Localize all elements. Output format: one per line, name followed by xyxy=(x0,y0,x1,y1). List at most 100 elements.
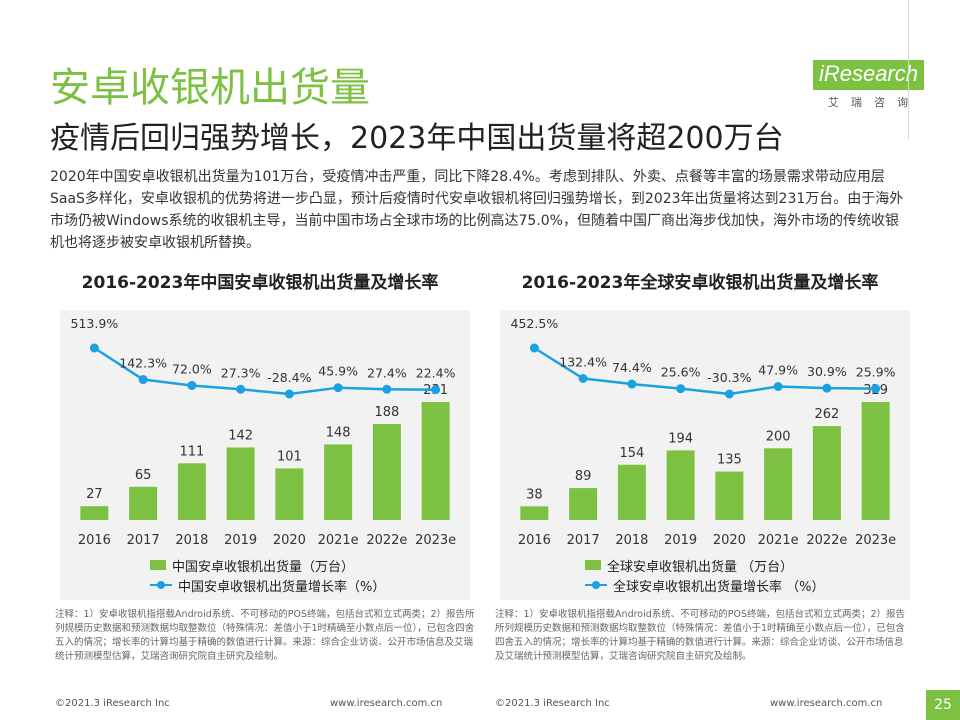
bar-2018 xyxy=(177,463,206,520)
logo-subtext: 艾瑞咨询 xyxy=(828,96,920,109)
legend-swatch-bar xyxy=(150,560,166,570)
x-tick-label: 2020 xyxy=(273,533,306,548)
growth-value-label: 27.4% xyxy=(367,365,407,380)
growth-point-2022e xyxy=(382,384,392,394)
bar-value-label: 135 xyxy=(717,453,742,468)
x-tick-label: 2022e xyxy=(366,533,407,548)
growth-point-2021e xyxy=(773,382,783,392)
legend-label-line: 全球安卓收银机出货量增长率 （%） xyxy=(613,579,825,595)
growth-value-label: 72.0% xyxy=(172,361,212,376)
legend-item-bar: 全球安卓收银机出货量 （万台） xyxy=(585,555,825,575)
growth-value-label: 74.4% xyxy=(612,360,652,375)
note-china: 注释：1）安卓收银机指搭载Android系统、不可移动的POS终端，包括台式和立… xyxy=(55,609,475,662)
summary-paragraph: 2020年中国安卓收银机出货量为101万台，受疫情冲击严重，同比下降28.4%。… xyxy=(50,169,904,251)
chart-title-global: 2016-2023年全球安卓收银机出货量及增长率 xyxy=(521,273,879,293)
bar-2020 xyxy=(275,468,304,520)
legend-item-bar: 中国安卓收银机出货量（万台） xyxy=(150,555,385,575)
bar-value-label: 194 xyxy=(668,431,693,446)
legend-swatch-bar xyxy=(585,560,601,570)
legend-swatch-line xyxy=(150,580,172,590)
footer-copyright-left: ©2021.3 iResearch Inc xyxy=(55,698,170,709)
bar-2022e xyxy=(812,426,841,520)
growth-value-label: 25.6% xyxy=(661,365,701,380)
growth-point-2016 xyxy=(89,343,99,353)
growth-value-label: 452.5% xyxy=(511,316,559,331)
legend-china: 中国安卓收银机出货量（万台） 中国安卓收银机出货量增长率（%） xyxy=(150,555,385,595)
bar-value-label: 142 xyxy=(228,428,253,443)
chart-svg-china: 27 2016 65 2017 111 2018 142 2019 101 2020 148 2021… xyxy=(71,316,457,548)
page-number: 25 xyxy=(926,690,960,720)
growth-point-2019 xyxy=(676,384,686,394)
growth-point-2021e xyxy=(333,383,343,393)
note-global: 注释：1）安卓收银机指搭载Android系统、不可移动的POS终端，包括台式和立… xyxy=(495,609,906,662)
bar-2019 xyxy=(666,450,695,520)
x-tick-label: 2016 xyxy=(518,533,551,548)
growth-value-label: -30.3% xyxy=(707,370,751,385)
bar-value-label: 111 xyxy=(179,444,204,459)
x-tick-label: 2018 xyxy=(615,533,648,548)
x-tick-label: 2020 xyxy=(713,533,746,548)
growth-point-2016 xyxy=(529,343,539,353)
growth-point-2018 xyxy=(187,380,197,390)
growth-value-label: 22.4% xyxy=(416,366,456,381)
bar-2017 xyxy=(129,486,158,520)
bar-value-label: 89 xyxy=(575,469,592,484)
growth-point-2023e xyxy=(431,385,441,395)
divider-line xyxy=(908,0,909,140)
growth-point-2020 xyxy=(724,389,734,399)
x-tick-label: 2017 xyxy=(127,533,160,548)
chart-panel-china: 27 2016 65 2017 111 2018 142 2019 101 2020 148 2021… xyxy=(60,310,470,600)
legend-label-bar: 全球安卓收银机出货量 （万台） xyxy=(607,559,794,575)
growth-point-2017 xyxy=(578,373,588,383)
growth-line xyxy=(93,346,436,396)
growth-value-label: 142.3% xyxy=(119,356,167,371)
chart-svg-global: 38 2016 89 2017 154 2018 194 2019 135 2020 200 2021… xyxy=(511,316,897,548)
x-tick-label: 2023e xyxy=(415,533,456,548)
bar-2023e xyxy=(421,402,450,520)
bar-value-label: 154 xyxy=(619,446,644,461)
bar-2017 xyxy=(569,488,598,520)
growth-value-label: 30.9% xyxy=(807,364,847,379)
growth-value-label: 47.9% xyxy=(758,363,798,378)
logo-text: iResearch xyxy=(812,60,924,90)
growth-value-label: 27.3% xyxy=(221,365,261,380)
page-subtitle: 疫情后回归强势增长，2023年中国出货量将超200万台 xyxy=(50,121,784,156)
bar-value-label: 262 xyxy=(814,407,839,422)
legend-item-line: 全球安卓收银机出货量增长率 （%） xyxy=(585,575,825,595)
bar-value-label: 148 xyxy=(326,425,351,440)
growth-point-2019 xyxy=(236,384,246,394)
bar-2023e xyxy=(861,402,890,520)
page-title: 安卓收银机出货量 xyxy=(50,65,370,111)
x-tick-label: 2021e xyxy=(318,533,359,548)
growth-value-label: 513.9% xyxy=(71,316,119,331)
growth-value-label: 45.9% xyxy=(318,364,358,379)
x-tick-label: 2021e xyxy=(758,533,799,548)
footer-url-right[interactable]: www.iresearch.com.cn xyxy=(770,698,883,709)
chart-panel-global: 38 2016 89 2017 154 2018 194 2019 135 2020 200 2021… xyxy=(500,310,910,600)
bar-2021e xyxy=(324,444,353,520)
bar-2022e xyxy=(372,423,401,520)
bar-2021e xyxy=(764,448,793,520)
bar-value-label: 38 xyxy=(526,487,543,502)
footer-url-left[interactable]: www.iresearch.com.cn xyxy=(330,698,443,709)
bar-2018 xyxy=(617,464,646,520)
bar-value-label: 65 xyxy=(135,468,152,483)
bar-value-label: 200 xyxy=(766,429,791,444)
growth-point-2023e xyxy=(871,384,881,394)
growth-value-label: 132.4% xyxy=(559,354,607,369)
x-tick-label: 2022e xyxy=(806,533,847,548)
chart-title-china: 2016-2023年中国安卓收银机出货量及增长率 xyxy=(81,273,439,293)
x-tick-label: 2019 xyxy=(224,533,257,548)
iresearch-logo: iResearch 艾瑞咨询 xyxy=(812,56,924,116)
bar-value-label: 27 xyxy=(86,487,103,502)
x-tick-label: 2016 xyxy=(78,533,111,548)
legend-label-line: 中国安卓收银机出货量增长率（%） xyxy=(178,579,386,595)
bar-2019 xyxy=(226,447,255,520)
growth-point-2022e xyxy=(822,383,832,393)
bar-value-label: 188 xyxy=(374,405,399,420)
bar-2020 xyxy=(715,471,744,520)
growth-line xyxy=(533,346,876,396)
x-tick-label: 2017 xyxy=(567,533,600,548)
legend-item-line: 中国安卓收银机出货量增长率（%） xyxy=(150,575,385,595)
growth-point-2020 xyxy=(284,389,294,399)
